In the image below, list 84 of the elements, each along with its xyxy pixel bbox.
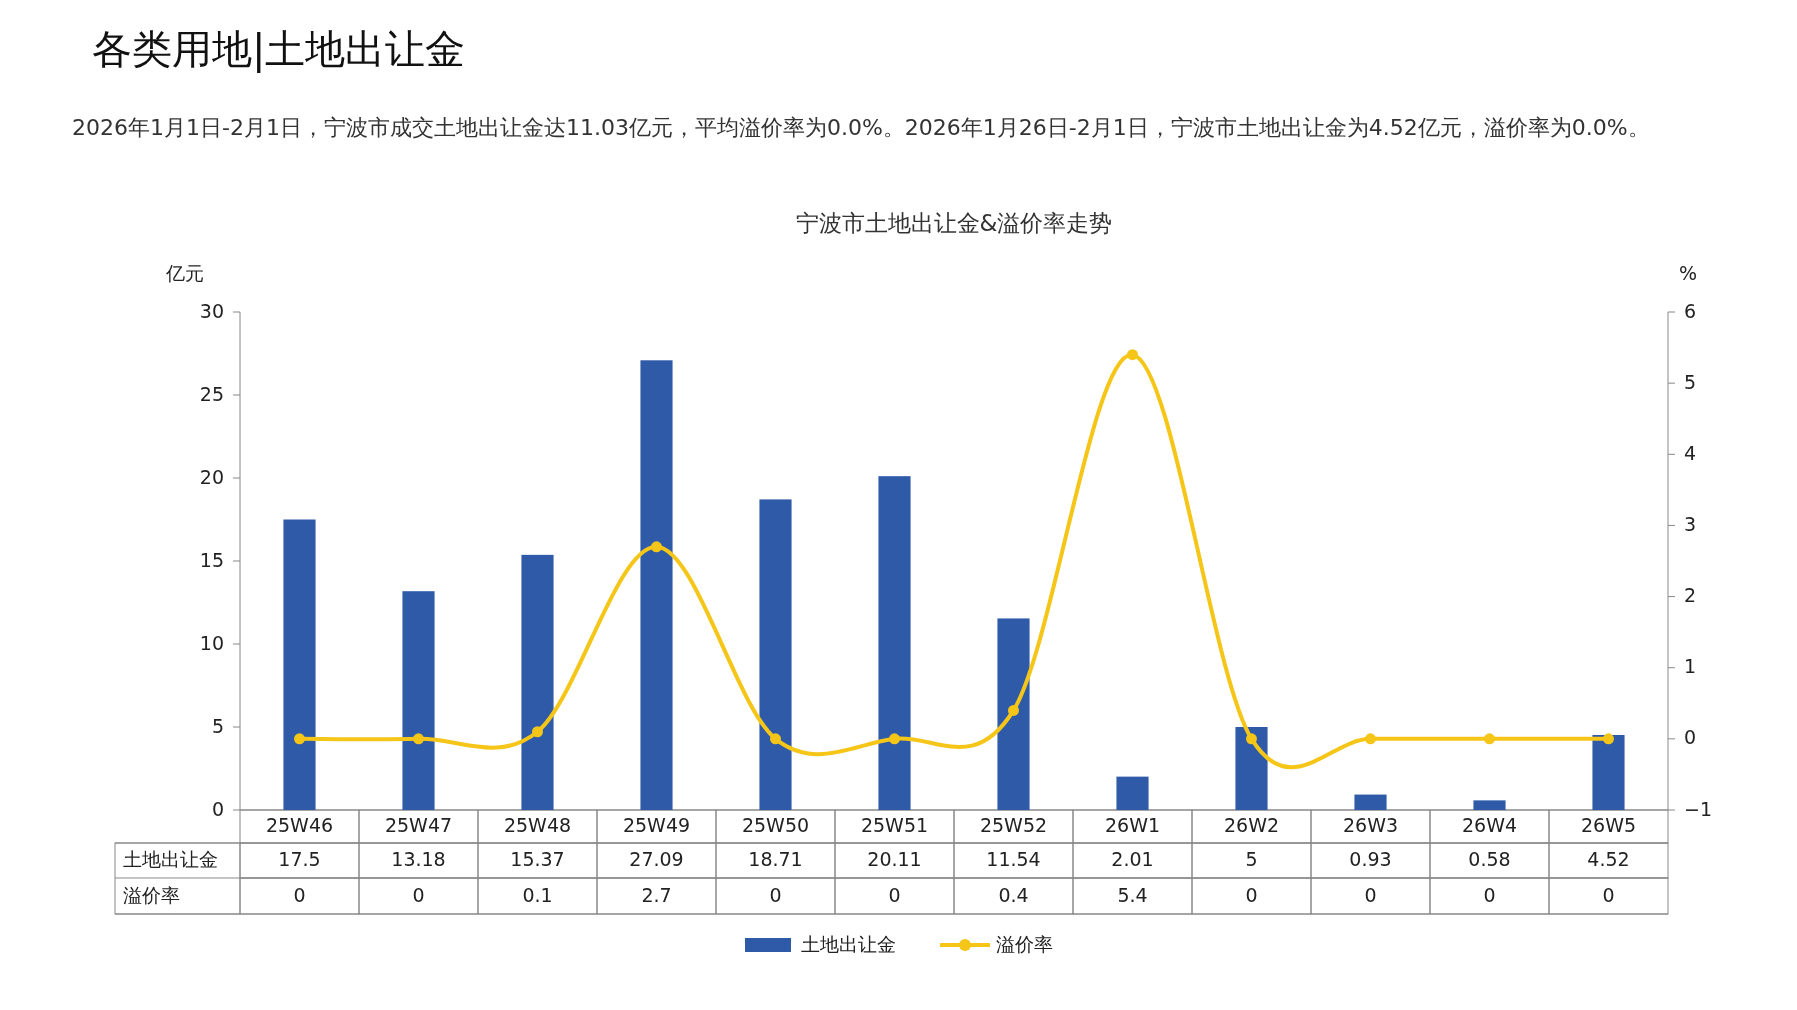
y2-tick-label: 3 [1684, 512, 1697, 535]
data-label: 0.1 [522, 883, 553, 906]
bar [1473, 800, 1506, 810]
data-label: 0.4 [998, 883, 1029, 906]
data-label: 2.7 [641, 883, 672, 906]
y-tick-label: 25 [199, 382, 224, 405]
text: 宁波市土地出让金&溢价率走势 [795, 209, 1113, 236]
x-tick-label: 25W51 [860, 814, 929, 836]
y-tick-label: 10 [199, 631, 224, 654]
point [889, 733, 900, 745]
data-label: 0.58 [1468, 848, 1511, 870]
x-tick-label: 26W5 [1580, 814, 1637, 836]
x-tick-label: 25W52 [979, 814, 1048, 836]
x-tick-label: 26W4 [1461, 814, 1518, 836]
bar [759, 499, 792, 810]
chart-subtitle: 2026年1月1日-2月1日，宁波市成交土地出让金达11.03亿元，平均溢价率为0.0%。2026年1月26日-2月1日，宁波市土地出让金为4.52亿元，溢价率为0.0%。 [72, 114, 1651, 142]
y2-tick-label: 4 [1684, 441, 1697, 464]
bar [1354, 794, 1387, 810]
point [651, 541, 662, 553]
data-label: 20.11 [867, 848, 922, 870]
y2-axis-title: % [1678, 261, 1698, 284]
bar [640, 360, 673, 810]
data-label: 0 [1245, 883, 1258, 906]
data-label: 27.09 [629, 848, 684, 870]
data-label: 0 [1364, 883, 1377, 906]
point [1246, 733, 1257, 745]
data-label: 0.93 [1349, 848, 1392, 870]
x-tick-label: 25W47 [384, 814, 453, 836]
bar [1235, 727, 1268, 810]
point [1603, 733, 1614, 745]
bar [521, 554, 554, 810]
data-label: 2.01 [1111, 848, 1154, 870]
point [1484, 733, 1495, 745]
text: 溢价率 [123, 883, 180, 906]
bar [402, 591, 435, 810]
legend-label: 土地出让金 [801, 932, 896, 955]
bar [1592, 734, 1625, 810]
point [1365, 733, 1376, 745]
data-label: 4.52 [1587, 848, 1630, 870]
bar [878, 476, 911, 810]
data-label: 13.18 [391, 848, 446, 870]
text: 土地出让金 [123, 848, 218, 870]
point [1008, 704, 1019, 716]
y-tick-label: 20 [199, 465, 224, 488]
bar [1116, 776, 1149, 810]
y-tick-label: 15 [199, 548, 224, 571]
x-tick-label: 25W46 [265, 814, 334, 836]
bar [997, 618, 1030, 810]
data-label: 5.4 [1117, 883, 1148, 906]
x-tick-label: 26W1 [1104, 814, 1161, 836]
y-tick-label: 5 [211, 714, 224, 737]
data-label: 0 [293, 883, 306, 906]
data-label: 17.5 [278, 848, 321, 870]
y-tick-label: 30 [199, 299, 224, 322]
y2-tick-label: 2 [1684, 584, 1697, 607]
y-axis-title: 亿元 [165, 261, 204, 284]
chart-title: 各类用地|土地出让金 [92, 25, 466, 75]
point [294, 733, 305, 745]
point [770, 733, 781, 745]
y-tick-label: 0 [211, 797, 224, 820]
y2-tick-label: −1 [1684, 797, 1713, 820]
y2-tick-label: 5 [1684, 370, 1697, 393]
x-tick-label: 26W2 [1223, 814, 1280, 836]
data-label: 11.54 [986, 848, 1041, 870]
y2-tick-label: 1 [1684, 655, 1697, 678]
data-label: 0 [769, 883, 782, 906]
x-tick-label: 25W48 [503, 814, 572, 836]
data-label: 18.71 [748, 848, 803, 870]
data-label: 5 [1245, 848, 1258, 870]
point [413, 733, 424, 745]
x-tick-label: 25W50 [741, 814, 810, 836]
data-label: 0 [1483, 883, 1496, 906]
data-label: 0 [412, 883, 425, 906]
data-label: 0 [888, 883, 901, 906]
x-tick-label: 25W49 [622, 814, 691, 836]
x-tick-label: 26W3 [1342, 814, 1399, 836]
point [532, 726, 543, 738]
y2-tick-label: 6 [1684, 299, 1697, 322]
legend-label: 溢价率 [996, 932, 1053, 955]
data-label: 0 [1602, 883, 1615, 906]
y2-tick-label: 0 [1684, 726, 1697, 749]
bar [283, 519, 316, 810]
point [1127, 349, 1138, 361]
data-label: 15.37 [510, 848, 565, 870]
